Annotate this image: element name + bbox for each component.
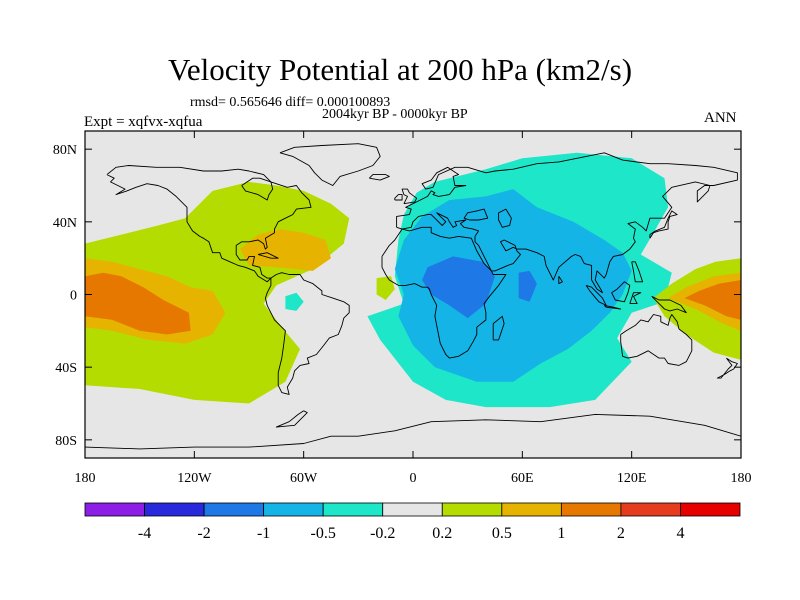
experiment-label: Expt = xqfvx-xqfua [84, 114, 203, 130]
x-tick-label: 120E [617, 471, 647, 486]
colorbar-box [322, 502, 384, 517]
x-tick-label: 60E [511, 471, 534, 486]
coastline-africa [381, 226, 507, 359]
coastline-south-america [264, 272, 350, 395]
colorbar-label: -1 [257, 525, 270, 542]
x-axis-ticks: 180 120W 60W 0 60E 120E 180 [75, 131, 752, 486]
y-tick-label: 0 [70, 289, 77, 304]
region-atlantic-orange [239, 229, 331, 271]
region-atlantic-green-blob [376, 276, 395, 300]
x-tick-label: 180 [731, 471, 752, 486]
region-south-america-blue [285, 292, 304, 311]
colorbar-label: -4 [138, 525, 151, 542]
colorbar-box [263, 502, 324, 517]
colorbar-box [441, 502, 503, 517]
region-africa-blue-core [422, 256, 495, 319]
colorbar-label: 4 [676, 525, 684, 542]
x-tick-label: 120W [177, 471, 212, 486]
y-axis-ticks: 80N 40N 0 40S 80S [53, 143, 741, 449]
coastline-hudson-bay [241, 177, 274, 201]
season-label: ANN [704, 110, 737, 126]
colorbar-label: -0.5 [311, 525, 336, 542]
colorbar-box [382, 502, 443, 517]
x-tick-label: 60W [290, 471, 318, 486]
coastline-new-zealand [716, 357, 738, 379]
period-subtitle: 2004kyr BP - 0000kyr BP [322, 107, 468, 122]
colorbar-label: -2 [197, 525, 210, 542]
coastline-japan [649, 210, 678, 239]
coastline-sri-lanka [558, 276, 563, 285]
coastline-borneo [611, 281, 631, 303]
coastline-sulawesi [629, 292, 642, 305]
colorbar-label: 0.2 [432, 525, 452, 542]
y-tick-label: 80N [53, 143, 77, 158]
contour-fill-layer [85, 152, 741, 408]
region-indian-blue-core [518, 270, 537, 302]
coastline-north-america [106, 165, 312, 283]
coastline-philippines [631, 261, 644, 283]
colorbar-label: -0.2 [370, 525, 395, 542]
x-tick-label: 0 [410, 471, 417, 486]
coastline-britain [401, 188, 418, 205]
x-tick-label: 180 [75, 471, 96, 486]
colorbar: -4 -2 -1 -0.5 -0.2 0.2 0.5 1 2 4 [84, 502, 741, 542]
coastline-caspian [498, 208, 512, 228]
coastline-black-caspian [463, 208, 489, 221]
colorbar-box [501, 502, 562, 517]
coastline-java [603, 304, 622, 310]
coastline-layer [85, 143, 741, 450]
stats-subtitle: rmsd= 0.565646 diff= 0.000100893 [190, 95, 391, 110]
coastline-eurasia [396, 152, 738, 294]
colorbar-box [203, 502, 265, 517]
colorbar-label: 0.5 [492, 525, 512, 542]
region-pacific-orange-core [85, 272, 191, 335]
colorbar-box [560, 502, 622, 517]
main-title: Velocity Potential at 200 hPa (km2/s) [167, 52, 633, 87]
colorbar-box [620, 502, 681, 517]
colorbar-label: 2 [617, 525, 625, 542]
colorbar-box [680, 502, 741, 517]
y-tick-label: 40N [53, 216, 77, 231]
coastline-greenland [279, 143, 381, 186]
colorbar-label: 1 [557, 525, 565, 542]
coastline-antarctica [85, 413, 741, 450]
coastline-antarctic-peninsula [275, 410, 308, 428]
coastline-australia [620, 314, 693, 366]
coastline-ireland [394, 194, 403, 201]
coastline-new-guinea [651, 295, 687, 314]
y-tick-label: 40S [55, 361, 77, 376]
colorbar-box [84, 502, 145, 517]
coastline-madagascar [492, 315, 505, 341]
region-westpac-darkorange [684, 280, 741, 320]
coastline-cuba [257, 252, 279, 259]
coastline-iceland [368, 174, 390, 181]
y-tick-label: 80S [55, 434, 77, 449]
colorbar-box [144, 502, 205, 517]
